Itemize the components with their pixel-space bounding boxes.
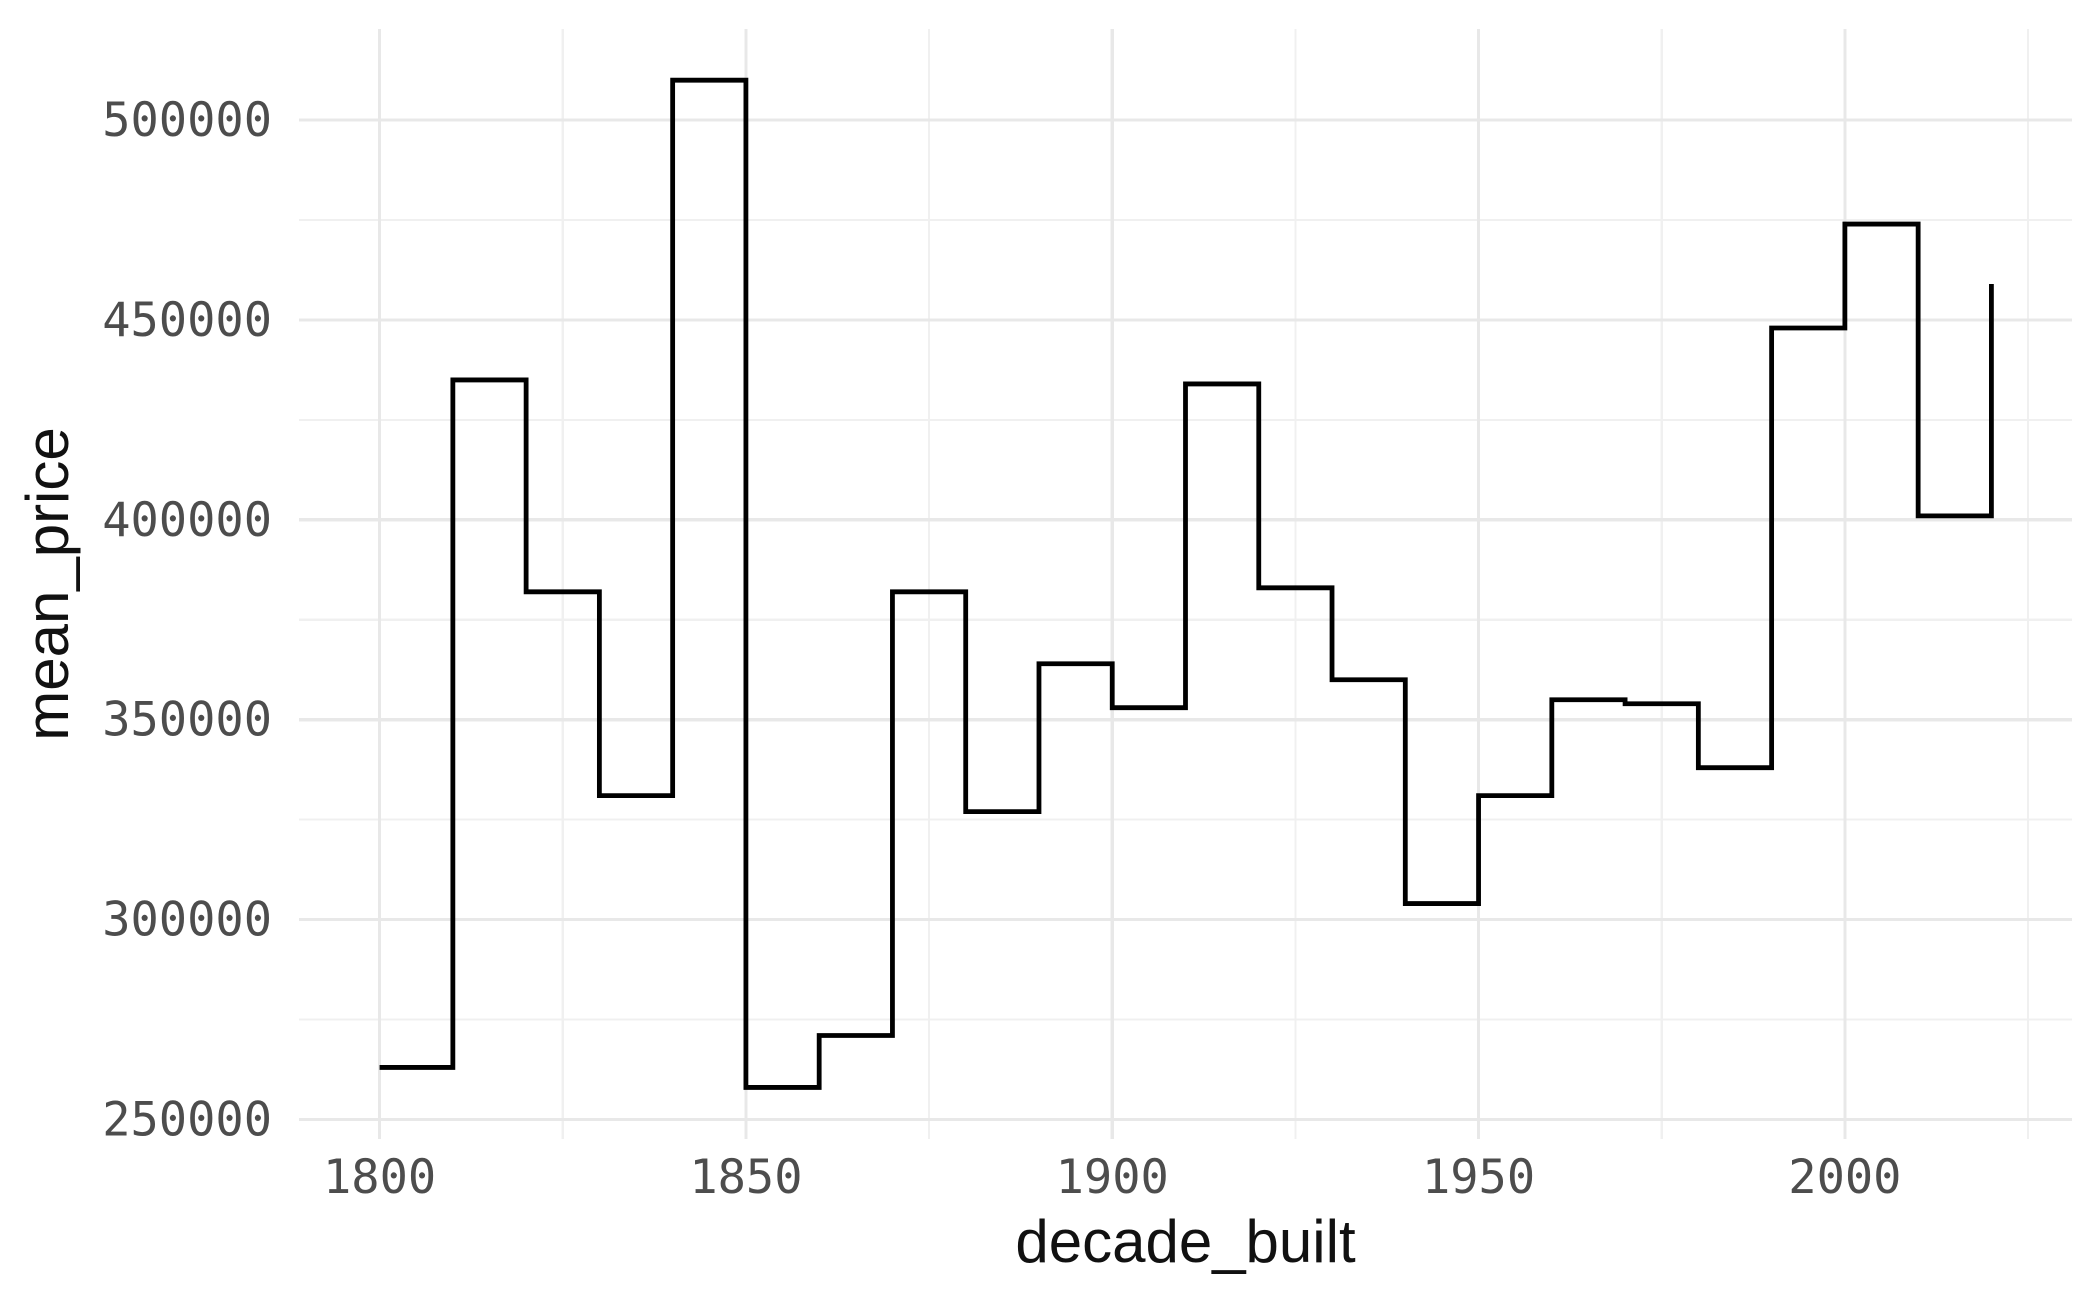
- y-axis-tick-labels: 250000 300000 350000 400000 450000 500000: [102, 93, 272, 1147]
- y-tick-label: 450000: [102, 293, 272, 348]
- x-tick-label: 1850: [689, 1150, 802, 1205]
- x-axis-title: decade_built: [1015, 1208, 1356, 1275]
- x-tick-label: 1900: [1056, 1150, 1169, 1205]
- step-line: [379, 77, 1994, 1090]
- y-tick-label: 500000: [102, 93, 272, 148]
- y-tick-label: 350000: [102, 693, 272, 748]
- x-tick-label: 2000: [1788, 1150, 1901, 1205]
- y-tick-label: 300000: [102, 893, 272, 948]
- y-tick-label: 400000: [102, 493, 272, 548]
- y-axis-title: mean_price: [14, 427, 81, 741]
- y-tick-label: 250000: [102, 1092, 272, 1147]
- x-axis-tick-labels: 1800 1850 1900 1950 2000: [323, 1150, 1901, 1205]
- x-tick-label: 1800: [323, 1150, 436, 1205]
- x-tick-label: 1950: [1422, 1150, 1535, 1205]
